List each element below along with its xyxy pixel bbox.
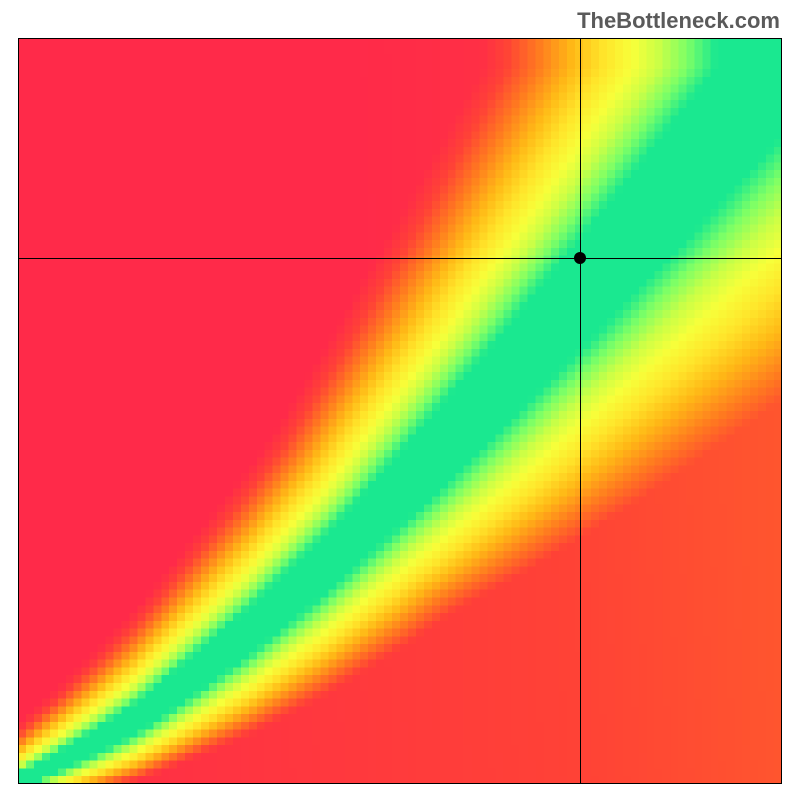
crosshair-vertical	[580, 38, 581, 784]
crosshair-horizontal	[18, 258, 782, 259]
heatmap-canvas	[18, 38, 782, 784]
selection-marker[interactable]	[574, 252, 586, 264]
bottleneck-heatmap	[18, 38, 782, 784]
watermark-text: TheBottleneck.com	[577, 8, 780, 34]
